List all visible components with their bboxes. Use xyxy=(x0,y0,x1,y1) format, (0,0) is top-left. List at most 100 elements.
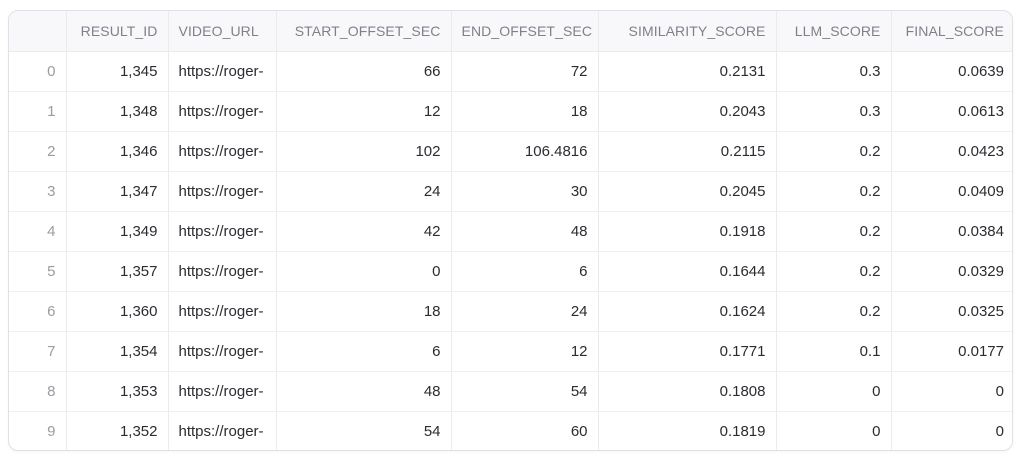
table-row: 7 1,354 https://roger- 6 12 0.1771 0.1 0.0177 xyxy=(9,331,1012,372)
data-cell-video_url[interactable]: https://roger- xyxy=(168,51,277,92)
data-cell-llm_score[interactable]: 0.2 xyxy=(776,291,892,332)
data-cell-final_score[interactable]: 0.0613 xyxy=(891,91,1012,132)
data-cell-similarity_score[interactable]: 0.2115 xyxy=(598,131,777,172)
data-cell-final_score[interactable]: 0 xyxy=(891,371,1012,412)
data-cell-result_id[interactable]: 1,346 xyxy=(66,131,169,172)
data-cell-video_url[interactable]: https://roger- xyxy=(168,211,277,252)
data-cell-llm_score[interactable]: 0 xyxy=(776,371,892,412)
data-cell-video_url[interactable]: https://roger- xyxy=(168,251,277,292)
data-cell-end_offset_sec[interactable]: 18 xyxy=(451,91,599,132)
data-cell-final_score[interactable]: 0.0384 xyxy=(891,211,1012,252)
data-cell-start_offset_sec[interactable]: 0 xyxy=(276,251,452,292)
row-index-cell[interactable]: 1 xyxy=(9,91,67,132)
data-cell-final_score[interactable]: 0.0329 xyxy=(891,251,1012,292)
data-cell-video_url[interactable]: https://roger- xyxy=(168,371,277,412)
table-row: 6 1,360 https://roger- 18 24 0.1624 0.2 0.0325 xyxy=(9,291,1012,332)
header-row: RESULT_ID VIDEO_URL START_OFFSET_SEC END_OF… xyxy=(9,11,1012,52)
data-cell-result_id[interactable]: 1,354 xyxy=(66,331,169,372)
row-index-cell[interactable]: 3 xyxy=(9,171,67,212)
data-cell-similarity_score[interactable]: 0.1918 xyxy=(598,211,777,252)
data-cell-final_score[interactable]: 0 xyxy=(995,422,1004,440)
data-cell-similarity_score[interactable]: 0.1644 xyxy=(598,251,777,292)
data-cell-video_url[interactable]: https://roger- xyxy=(168,291,277,332)
data-cell-result_id[interactable]: 1,349 xyxy=(66,211,169,252)
data-cell-video_url[interactable]: https://roger- xyxy=(168,171,277,212)
data-cell-start_offset_sec[interactable]: 12 xyxy=(276,91,452,132)
row-index-cell[interactable]: 2 xyxy=(9,131,67,172)
row-index-cell[interactable]: 8 xyxy=(9,371,67,412)
header-cell-start_offset_sec[interactable]: START_OFFSET_SEC xyxy=(276,11,452,52)
data-cell-similarity_score[interactable]: 0.1624 xyxy=(598,291,777,332)
data-cell-result_id[interactable]: 1,352 xyxy=(66,411,169,450)
row-index-cell[interactable]: 0 xyxy=(9,51,67,92)
data-cell-end_offset_sec[interactable]: 72 xyxy=(451,51,599,92)
data-cell-final_score[interactable]: 0.0639 xyxy=(891,51,1012,92)
data-cell-llm_score[interactable]: 0.2 xyxy=(776,251,892,292)
data-cell-llm_score[interactable]: 0 xyxy=(776,411,892,450)
data-cell-start_offset_sec[interactable]: 42 xyxy=(276,211,452,252)
row-index-cell[interactable]: 9 xyxy=(9,411,67,450)
data-cell-end_offset_sec[interactable]: 24 xyxy=(451,291,599,332)
row-index-cell[interactable]: 5 xyxy=(9,251,67,292)
header-cell-end_offset_sec[interactable]: END_OFFSET_SEC xyxy=(451,11,599,52)
data-cell-result_id[interactable]: 1,357 xyxy=(66,251,169,292)
row-index-cell[interactable]: 7 xyxy=(9,331,67,372)
table-header: RESULT_ID VIDEO_URL START_OFFSET_SEC END_OF… xyxy=(9,11,1012,52)
table-row: 2 1,346 https://roger- 102 106.4816 0.2115 0.2… xyxy=(9,131,1012,172)
data-cell-video_url[interactable]: https://roger- xyxy=(168,91,277,132)
index-header-cell[interactable] xyxy=(9,11,67,52)
data-cell-similarity_score[interactable]: 0.2131 xyxy=(598,51,777,92)
data-cell-final_score[interactable]: 0.0177 xyxy=(891,331,1012,372)
table-row: 5 1,357 https://roger- 0 6 0.1644 0.2 0.0329 xyxy=(9,251,1012,292)
data-cell-llm_score[interactable]: 0.2 xyxy=(776,131,892,172)
data-cell-similarity_score[interactable]: 0.1808 xyxy=(598,371,777,412)
data-cell-start_offset_sec[interactable]: 6 xyxy=(276,331,452,372)
data-cell-end_offset_sec[interactable]: 60 xyxy=(451,411,599,450)
header-cell-llm_score[interactable]: LLM_SCORE xyxy=(776,11,892,52)
data-cell-end_offset_sec[interactable]: 106.4816 xyxy=(451,131,599,172)
data-cell-llm_score[interactable]: 0.2 xyxy=(776,171,892,212)
table-row: 9 1,352 https://roger- 54 60 0.1819 0 0 xyxy=(9,411,1012,450)
results-dataframe[interactable]: RESULT_ID VIDEO_URL START_OFFSET_SEC END_OF… xyxy=(8,10,1013,451)
data-cell-similarity_score[interactable]: 0.2045 xyxy=(598,171,777,212)
data-cell-end_offset_sec[interactable]: 12 xyxy=(451,331,599,372)
row-index-cell[interactable]: 4 xyxy=(9,211,67,252)
data-cell-final_score[interactable]: 0.0409 xyxy=(891,171,1012,212)
data-cell-similarity_score[interactable]: 0.2043 xyxy=(598,91,777,132)
data-cell-similarity_score[interactable]: 0.1771 xyxy=(598,331,777,372)
row-index-cell[interactable]: 6 xyxy=(9,291,67,332)
data-cell-start_offset_sec[interactable]: 54 xyxy=(276,411,452,450)
data-cell-end_offset_sec[interactable]: 48 xyxy=(451,211,599,252)
data-cell-similarity_score[interactable]: 0.1819 xyxy=(598,411,777,450)
data-cell-end_offset_sec[interactable]: 6 xyxy=(451,251,599,292)
table-row: 8 1,353 https://roger- 48 54 0.1808 0 0 xyxy=(9,371,1012,412)
data-cell-llm_score[interactable]: 0.3 xyxy=(776,51,892,92)
data-cell-result_id[interactable]: 1,347 xyxy=(66,171,169,212)
data-cell-llm_score[interactable]: 0.2 xyxy=(776,211,892,252)
data-cell-start_offset_sec[interactable]: 24 xyxy=(276,171,452,212)
data-cell-llm_score[interactable]: 0.1 xyxy=(776,331,892,372)
header-cell-result_id[interactable]: RESULT_ID xyxy=(66,11,169,52)
data-cell-end_offset_sec[interactable]: 54 xyxy=(451,371,599,412)
table-row: 0 1,345 https://roger- 66 72 0.2131 0.3 0.0639 xyxy=(9,51,1012,92)
table-body: 0 1,345 https://roger- 66 72 0.2131 0.3 0.0639 1… xyxy=(9,51,1012,450)
data-cell-start_offset_sec[interactable]: 102 xyxy=(276,131,452,172)
data-cell-video_url[interactable]: https://roger- xyxy=(168,411,277,450)
data-cell-start_offset_sec[interactable]: 18 xyxy=(276,291,452,332)
data-cell-llm_score[interactable]: 0.3 xyxy=(776,91,892,132)
data-cell-final_score[interactable]: 0.0423 xyxy=(891,131,1012,172)
data-cell-result_id[interactable]: 1,353 xyxy=(66,371,169,412)
data-cell-final_score[interactable]: 0.0325 xyxy=(891,291,1012,332)
data-cell-end_offset_sec[interactable]: 30 xyxy=(451,171,599,212)
table-row: 3 1,347 https://roger- 24 30 0.2045 0.2 0.0409 xyxy=(9,171,1012,212)
header-cell-final_score[interactable]: FINAL_SCORE xyxy=(891,11,1012,52)
data-cell-start_offset_sec[interactable]: 48 xyxy=(276,371,452,412)
data-cell-result_id[interactable]: 1,348 xyxy=(66,91,169,132)
data-cell-video_url[interactable]: https://roger- xyxy=(168,131,277,172)
header-cell-similarity_score[interactable]: SIMILARITY_SCORE xyxy=(598,11,777,52)
data-cell-result_id[interactable]: 1,345 xyxy=(66,51,169,92)
data-cell-video_url[interactable]: https://roger- xyxy=(168,331,277,372)
data-cell-result_id[interactable]: 1,360 xyxy=(66,291,169,332)
header-cell-video_url[interactable]: VIDEO_URL xyxy=(168,11,277,52)
data-cell-start_offset_sec[interactable]: 66 xyxy=(276,51,452,92)
